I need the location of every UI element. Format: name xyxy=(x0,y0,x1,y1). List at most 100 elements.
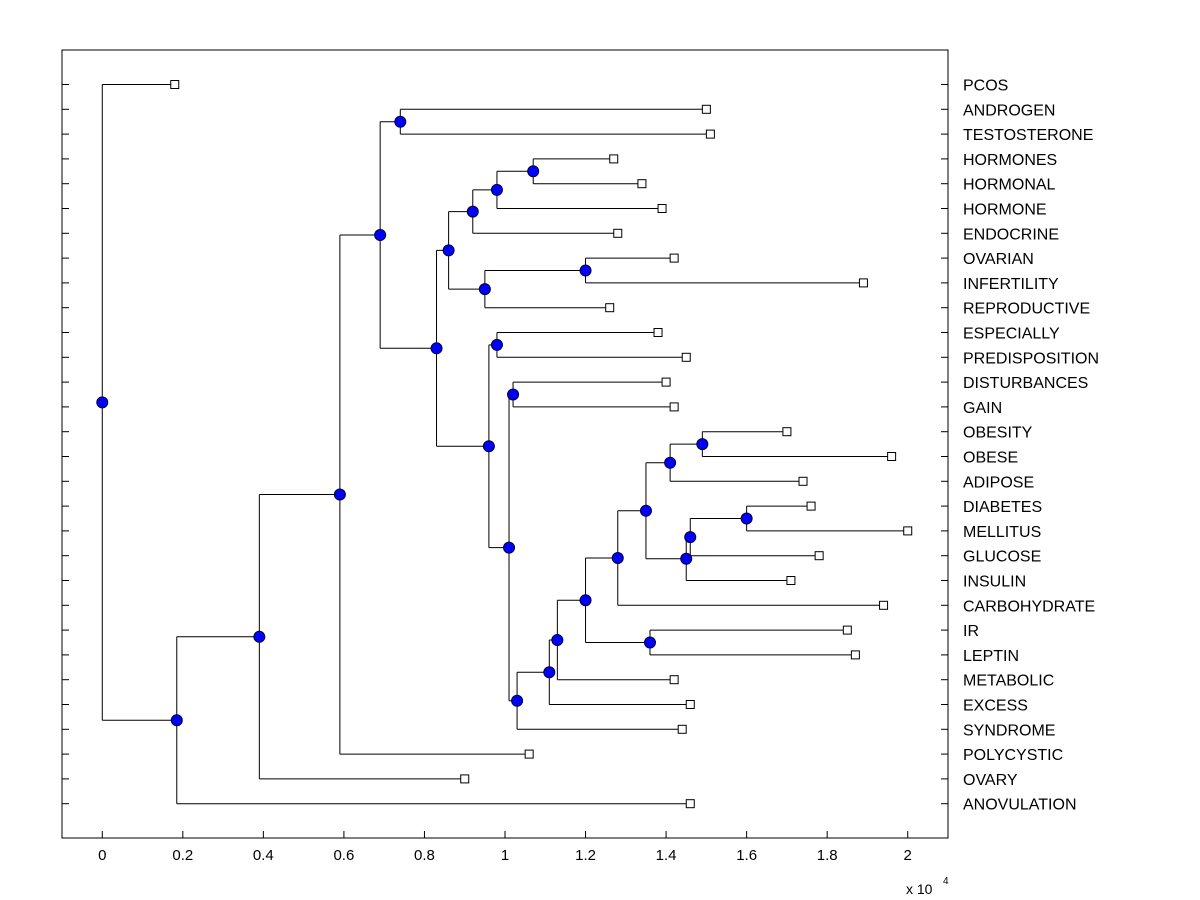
node-marker-n_metabolic xyxy=(551,633,564,646)
leaf-marker-testosterone xyxy=(705,129,715,139)
leaf-marker-diabetes xyxy=(806,501,816,511)
x-tick-label-1: 0.2 xyxy=(172,847,193,864)
node-marker-n_disturb_gain xyxy=(507,388,520,401)
leaf-marker-disturbances xyxy=(661,377,671,387)
leaf-label-carbohydrate: CARBOHYDRATE xyxy=(963,598,1095,615)
leaf-marker-androgen xyxy=(701,104,711,114)
x-tick-label-7: 1.4 xyxy=(656,847,677,864)
node-marker-n_obese_insulin xyxy=(639,504,652,517)
leaf-label-anovulation: ANOVULATION xyxy=(963,797,1077,814)
x-tick-label-4: 0.8 xyxy=(414,847,435,864)
node-marker-n_obesity_obese xyxy=(696,438,709,451)
node-marker-n_top xyxy=(374,229,387,242)
leaf-label-infertility: INFERTILITY xyxy=(963,276,1059,293)
leaf-label-excess: EXCESS xyxy=(963,698,1028,715)
leaf-label-insulin: INSULIN xyxy=(963,574,1026,591)
node-marker-n_ovary xyxy=(253,630,266,643)
leaf-label-hormone: HORMONE xyxy=(963,202,1047,219)
leaf-marker-obese xyxy=(887,452,897,461)
leaf-label-reproductive: REPRODUCTIVE xyxy=(963,301,1090,318)
node-marker-n_diabetes_mellitus xyxy=(740,512,753,525)
leaf-label-obesity: OBESITY xyxy=(963,425,1033,442)
node-marker-n_especially xyxy=(490,338,503,351)
node-marker-n_insulin xyxy=(680,552,693,565)
leaf-marker-gain xyxy=(669,402,679,412)
leaf-label-ir: IR xyxy=(963,623,979,640)
node-marker-n_polycystic xyxy=(333,488,346,501)
x-axis-ticks xyxy=(101,831,909,838)
leaf-marker-ir xyxy=(842,625,852,635)
leaf-marker-ovarian xyxy=(669,253,679,263)
leaf-label-especially: ESPECIALLY xyxy=(963,326,1060,343)
node-marker-n_carb_ir xyxy=(579,594,592,607)
leaf-marker-adipose xyxy=(798,476,808,486)
leaf-label-ovary: OVARY xyxy=(963,772,1018,789)
x-tick-label-6: 1.2 xyxy=(575,847,596,864)
leaf-marker-carbohydrate xyxy=(879,600,889,610)
leaf-marker-hormones xyxy=(609,154,619,164)
leaf-marker-infertility xyxy=(858,278,868,288)
leaf-label-androgen: ANDROGEN xyxy=(963,102,1055,119)
leaf-marker-excess xyxy=(685,700,695,709)
node-marker-n_ovarian_infertility xyxy=(579,264,592,277)
x-tick-label-5: 1 xyxy=(501,847,509,864)
leaf-label-obese: OBESE xyxy=(963,450,1018,467)
x-axis-multiplier: x 10 xyxy=(906,881,933,897)
leaf-label-syndrome: SYNDROME xyxy=(963,722,1055,739)
node-marker-n_root xyxy=(96,396,109,409)
leaf-label-glucose: GLUCOSE xyxy=(963,549,1041,566)
node-marker-n_adipose xyxy=(664,456,677,469)
x-tick-label-2: 0.4 xyxy=(253,847,274,864)
leaf-marker-anovulation xyxy=(685,799,695,809)
leaf-marker-predisposition xyxy=(681,352,691,362)
leaf-marker-syndrome xyxy=(677,724,687,734)
node-marker-n_hormone_block xyxy=(430,342,443,355)
node-marker-n_anovulation xyxy=(170,714,183,727)
node-marker-n_gain_syndrome xyxy=(503,541,516,554)
x-tick-label-3: 0.6 xyxy=(333,847,354,864)
node-marker-n_endocrine xyxy=(466,205,479,218)
node-marker-n_androgen_testo xyxy=(394,115,407,128)
node-marker-n_dm_glucose xyxy=(684,531,697,544)
leaf-label-adipose: ADIPOSE xyxy=(963,474,1034,491)
leaf-label-gain: GAIN xyxy=(963,400,1002,417)
leaf-marker-mellitus xyxy=(903,526,913,536)
leaf-label-endocrine: ENDOCRINE xyxy=(963,226,1059,243)
x-tick-labels: 0 0.2 0.4 0.6 0.8 1 1.2 1.4 1.6 1.8 2 xyxy=(98,847,912,864)
node-marker-n_endocrine_reprod xyxy=(442,244,455,257)
leaf-label-pcos: PCOS xyxy=(963,78,1008,95)
node-marker-n_carbohydrate xyxy=(611,552,624,565)
leaf-marker-especially xyxy=(653,328,663,337)
leaf-markers xyxy=(170,80,913,809)
leaf-label-mellitus: MELLITUS xyxy=(963,524,1041,541)
x-tick-label-8: 1.6 xyxy=(736,847,757,864)
leaf-marker-metabolic xyxy=(669,675,679,685)
node-marker-n_reproductive xyxy=(478,283,491,296)
x-axis-multiplier-exponent: 4 xyxy=(943,876,949,887)
leaf-label-hormonal: HORMONAL xyxy=(963,177,1056,194)
leaf-label-polycystic: POLYCYSTIC xyxy=(963,747,1063,764)
leaf-label-ovarian: OVARIAN xyxy=(963,251,1034,268)
node-marker-n_syndrome xyxy=(511,694,524,707)
leaf-marker-glucose xyxy=(814,551,824,561)
leaf-label-testosterone: TESTOSTERONE xyxy=(963,127,1093,144)
node-marker-n_hormones_hormonal xyxy=(527,165,540,178)
leaf-label-hormones: HORMONES xyxy=(963,152,1057,169)
leaf-marker-insulin xyxy=(786,576,796,585)
leaf-marker-obesity xyxy=(782,427,792,437)
leaf-label-leptin: LEPTIN xyxy=(963,648,1019,665)
x-tick-label-10: 2 xyxy=(904,847,912,864)
node-markers xyxy=(96,115,753,727)
node-marker-n_excess xyxy=(543,666,556,679)
node-marker-n_esp_gain xyxy=(482,440,495,453)
leaf-marker-leptin xyxy=(850,650,860,660)
leaf-label-diabetes: DIABETES xyxy=(963,499,1042,516)
node-marker-n_ir_leptin xyxy=(643,636,656,649)
leaf-labels: PCOS ANDROGEN TESTOSTERONE HORMONES HORMONAL… xyxy=(963,78,1099,814)
plot-area-frame xyxy=(61,49,949,839)
leaf-marker-polycystic xyxy=(524,749,534,759)
y-axis-ticks xyxy=(62,84,948,805)
leaf-label-disturbances: DISTURBANCES xyxy=(963,375,1088,392)
leaf-marker-pcos xyxy=(170,80,180,89)
